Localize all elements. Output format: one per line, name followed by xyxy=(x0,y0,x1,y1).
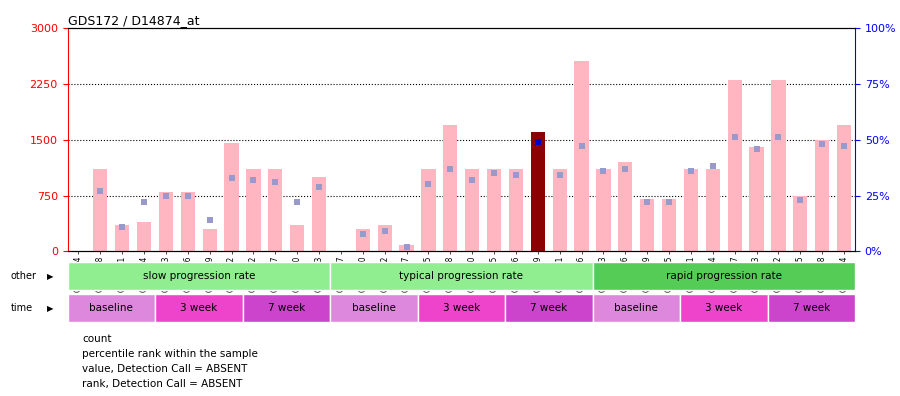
Text: 3 week: 3 week xyxy=(705,303,742,313)
Text: 3 week: 3 week xyxy=(443,303,480,313)
Bar xyxy=(640,199,654,251)
Bar xyxy=(290,225,304,251)
Bar xyxy=(378,225,392,251)
Text: 3 week: 3 week xyxy=(180,303,218,313)
Bar xyxy=(553,169,567,251)
Bar xyxy=(487,169,501,251)
Bar xyxy=(155,294,242,322)
Bar xyxy=(508,169,523,251)
Text: time: time xyxy=(11,303,33,313)
Bar xyxy=(247,169,260,251)
Text: rank, Detection Call = ABSENT: rank, Detection Call = ABSENT xyxy=(82,379,242,389)
Bar xyxy=(68,262,330,291)
Bar xyxy=(242,294,330,322)
Text: baseline: baseline xyxy=(615,303,658,313)
Bar xyxy=(421,169,436,251)
Text: count: count xyxy=(82,333,112,344)
Bar xyxy=(837,125,851,251)
Bar xyxy=(684,169,698,251)
Bar xyxy=(750,147,764,251)
Bar xyxy=(597,169,610,251)
Bar xyxy=(94,169,107,251)
Bar xyxy=(768,294,855,322)
Text: slow progression rate: slow progression rate xyxy=(142,271,255,281)
Bar xyxy=(312,177,326,251)
Bar xyxy=(531,132,544,251)
Bar xyxy=(202,229,217,251)
Text: 7 week: 7 week xyxy=(793,303,830,313)
Text: value, Detection Call = ABSENT: value, Detection Call = ABSENT xyxy=(82,364,248,374)
Bar xyxy=(158,192,173,251)
Bar xyxy=(815,140,829,251)
Bar xyxy=(662,199,676,251)
Bar xyxy=(68,294,155,322)
Bar xyxy=(330,262,592,291)
Bar xyxy=(574,61,589,251)
Text: rapid progression rate: rapid progression rate xyxy=(666,271,782,281)
Bar xyxy=(793,196,807,251)
Bar xyxy=(224,143,238,251)
Bar xyxy=(618,162,633,251)
Bar xyxy=(137,222,151,251)
Text: typical progression rate: typical progression rate xyxy=(400,271,523,281)
Bar xyxy=(181,192,195,251)
Bar xyxy=(706,169,720,251)
Bar xyxy=(356,229,370,251)
Bar xyxy=(268,169,283,251)
Bar xyxy=(330,294,418,322)
Bar xyxy=(418,294,505,322)
Text: 7 week: 7 week xyxy=(267,303,305,313)
Text: baseline: baseline xyxy=(89,303,133,313)
Bar xyxy=(400,246,414,251)
Bar xyxy=(115,225,130,251)
Bar xyxy=(727,80,742,251)
Text: ▶: ▶ xyxy=(47,272,53,281)
Text: 7 week: 7 week xyxy=(530,303,567,313)
Bar xyxy=(465,169,480,251)
Text: ▶: ▶ xyxy=(47,304,53,312)
Bar xyxy=(505,294,592,322)
Bar xyxy=(592,294,680,322)
Bar xyxy=(680,294,768,322)
Text: baseline: baseline xyxy=(352,303,396,313)
Bar xyxy=(771,80,786,251)
Text: percentile rank within the sample: percentile rank within the sample xyxy=(82,348,257,359)
Bar xyxy=(443,125,457,251)
Text: other: other xyxy=(11,271,37,282)
Bar xyxy=(592,262,855,291)
Text: GDS172 / D14874_at: GDS172 / D14874_at xyxy=(68,13,199,27)
